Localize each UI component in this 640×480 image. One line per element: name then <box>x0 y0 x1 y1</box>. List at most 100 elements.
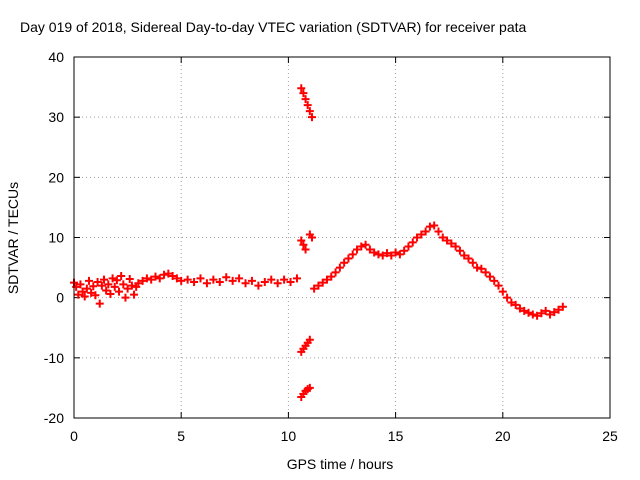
x-tick-label: 10 <box>281 428 297 444</box>
x-tick-label: 0 <box>70 428 78 444</box>
data-point <box>72 282 81 291</box>
y-tick-label: 10 <box>48 230 64 246</box>
x-tick-label: 20 <box>495 428 511 444</box>
data-point <box>121 293 130 302</box>
data-point <box>361 240 370 249</box>
data-point <box>209 275 218 284</box>
data-point <box>127 281 136 290</box>
data-point <box>421 227 430 236</box>
data-point <box>447 239 456 248</box>
data-point <box>395 250 404 259</box>
data-point <box>280 275 289 284</box>
data-point <box>524 308 533 317</box>
data-point <box>537 309 546 318</box>
data-point <box>286 278 295 287</box>
data-point <box>108 274 117 283</box>
data-point <box>511 300 520 309</box>
data-point <box>374 250 383 259</box>
data-point <box>93 278 102 287</box>
data-point <box>383 249 392 258</box>
data-point <box>318 278 327 287</box>
data-point <box>430 221 439 230</box>
data-point <box>365 245 374 254</box>
data-point <box>235 274 244 283</box>
data-point <box>331 268 340 277</box>
data-point <box>299 89 308 98</box>
data-point <box>507 298 516 307</box>
data-point <box>327 272 336 281</box>
data-point <box>314 281 323 290</box>
data-point <box>78 287 87 296</box>
data-point <box>228 276 237 285</box>
data-point <box>241 279 250 288</box>
data-point <box>387 251 396 260</box>
data-points <box>70 84 567 401</box>
data-point <box>292 274 301 283</box>
data-point <box>183 275 192 284</box>
data-point <box>305 383 314 392</box>
data-point <box>222 273 231 282</box>
data-point <box>545 310 554 319</box>
x-tick-label: 5 <box>177 428 185 444</box>
data-point <box>434 227 443 236</box>
data-point <box>100 275 109 284</box>
data-point <box>460 251 469 260</box>
data-point <box>520 306 529 315</box>
data-point <box>498 287 507 296</box>
data-point <box>550 308 559 317</box>
data-point <box>443 236 452 245</box>
data-point <box>477 264 486 273</box>
data-point <box>117 272 126 281</box>
data-point <box>438 233 447 242</box>
data-point <box>533 311 542 320</box>
data-point <box>468 258 477 267</box>
data-point <box>370 248 379 257</box>
data-point <box>303 101 312 110</box>
data-point <box>307 113 316 122</box>
data-point <box>400 246 409 255</box>
data-point <box>335 263 344 272</box>
data-point <box>541 306 550 315</box>
x-tick-label: 15 <box>388 428 404 444</box>
data-point <box>490 276 499 285</box>
data-point <box>301 95 310 104</box>
data-point <box>91 291 100 300</box>
data-point <box>481 268 490 277</box>
data-point <box>554 305 563 314</box>
data-point <box>417 230 426 239</box>
data-point <box>142 274 151 283</box>
data-point <box>348 250 357 259</box>
data-point <box>494 281 503 290</box>
data-point <box>301 245 310 254</box>
data-point <box>254 281 263 290</box>
data-point <box>267 275 276 284</box>
data-point <box>82 284 91 293</box>
data-point <box>104 280 113 289</box>
y-axis-label: SDTVAR / TECUs <box>5 182 21 294</box>
data-point <box>455 246 464 255</box>
data-point <box>164 269 173 278</box>
y-tick-label: -20 <box>44 410 64 426</box>
data-point <box>408 238 417 247</box>
y-tick-label: 20 <box>48 169 64 185</box>
data-point <box>305 107 314 116</box>
data-point <box>378 251 387 260</box>
data-point <box>110 282 119 291</box>
data-point <box>134 279 143 288</box>
data-point <box>307 233 316 242</box>
data-point <box>485 272 494 281</box>
data-point <box>196 274 205 283</box>
data-point <box>177 276 186 285</box>
data-point <box>305 335 314 344</box>
data-point <box>353 245 362 254</box>
data-point <box>503 293 512 302</box>
data-point <box>413 233 422 242</box>
grid <box>74 57 610 418</box>
data-point <box>119 280 128 289</box>
data-point <box>123 284 132 293</box>
data-point <box>344 254 353 263</box>
data-point <box>147 275 156 284</box>
data-point <box>391 248 400 257</box>
data-point <box>202 279 211 288</box>
